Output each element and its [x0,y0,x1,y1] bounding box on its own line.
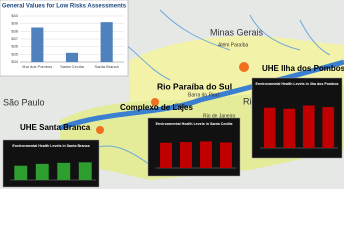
x-tick-label: Santa Cecília [60,64,85,69]
y-tick-label: $40 [11,13,18,18]
bar [31,27,44,62]
map-label: Barra do Piraí [188,92,219,98]
bar [200,141,212,168]
x-tick-label: Ilha dos Pombos [22,64,52,69]
map-label: São Paulo [3,97,45,107]
map-figure: Minas Gerais Além Paraíba Rio Paraíba do S… [0,0,344,189]
map-label: Rio [243,96,257,106]
map-label: Minas Gerais [210,27,264,37]
map-label: Piraí [175,103,186,109]
y-tick-label: $37 [11,36,18,41]
map-label: UHE Ilha dos Pombos [262,64,344,73]
y-tick-label: $34 [11,59,18,64]
bar [65,52,79,62]
y-tick-label: $38 [11,28,18,33]
bar [14,165,28,180]
bar [57,162,71,180]
river-tributaries [89,9,331,166]
river-paraiba [59,59,344,131]
bar [35,163,49,180]
map-label: Rio de Janeiro [203,113,235,119]
chart-title: General Values for Low Risks Assessments [2,4,127,10]
bar [78,162,92,180]
chart-title: Environmental Health Levels in Ilha dos … [255,82,338,86]
chart-title: Environmental Health Levels in Santa Bra… [12,144,90,148]
site-lajes [151,98,159,106]
bar [283,108,296,148]
map-label: Além Paraíba [218,42,249,48]
bar [160,142,172,168]
map-label: Rio Paraíba do Sul [157,81,232,91]
y-tick-label: $35 [11,51,18,56]
y-tick-label: $39 [11,21,18,26]
map-label: UHE Santa Branca [20,123,91,132]
site-santa-branca [96,126,104,134]
bar [100,22,113,63]
x-tick-label: Santa Branca [95,64,120,69]
bar [263,107,276,148]
bar [220,142,232,168]
map-label: Complexo de Lajes [120,103,193,112]
bar [322,107,335,148]
chart-title: Environmental Health Levels in Santa Cec… [156,122,234,126]
bar [302,105,315,148]
bar [180,142,192,168]
site-ilha-dos-pombos [239,62,249,72]
y-tick-label: $36 [11,44,18,49]
